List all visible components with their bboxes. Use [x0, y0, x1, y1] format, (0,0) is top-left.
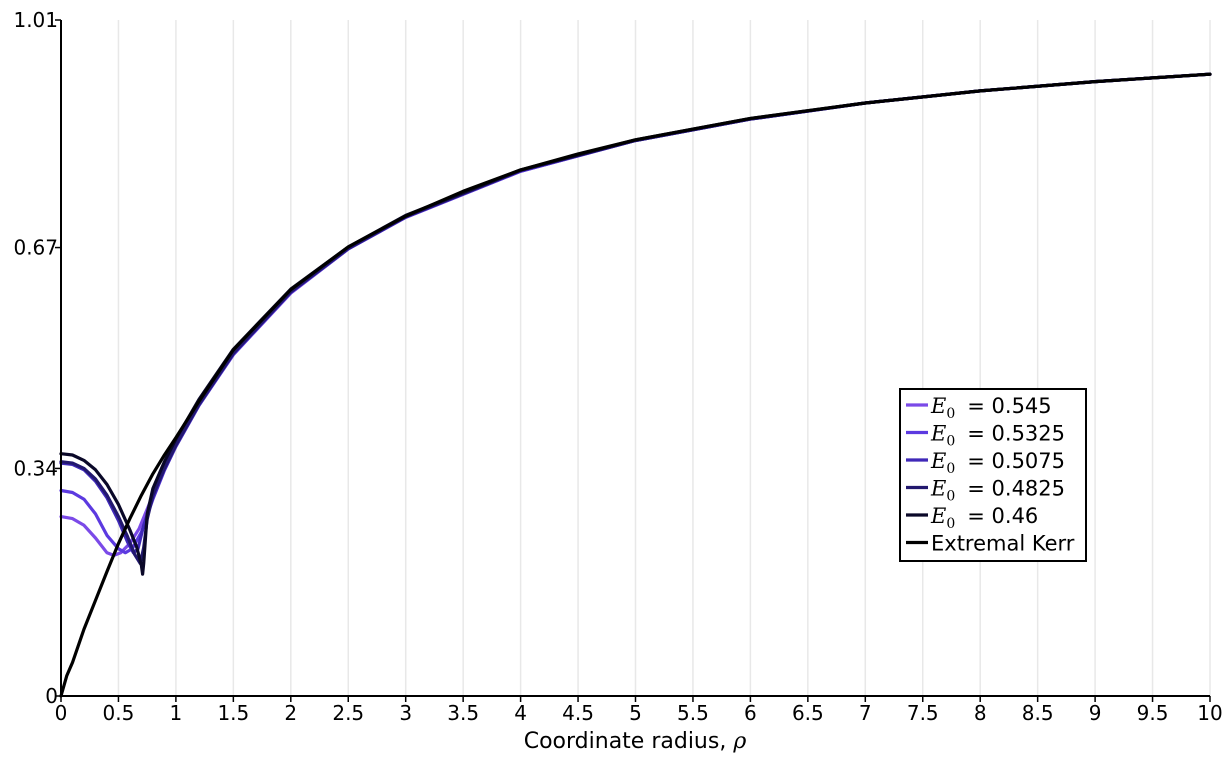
y-tick-label: 0.34 [13, 456, 58, 480]
x-tick-label: 0.5 [103, 701, 135, 725]
series-lines [59, 72, 1212, 698]
legend-entry: Extremal Kerr [931, 532, 1075, 556]
legend-value: = 0.5075 [967, 449, 1065, 473]
x-axis-title: Coordinate radius, ρ [524, 729, 747, 754]
x-tick-label: 8.5 [1022, 701, 1054, 725]
x-tick-label: 4 [514, 701, 527, 725]
legend-value: = 0.4825 [967, 477, 1065, 501]
x-tick-label: 4.5 [562, 701, 594, 725]
x-tick-label: 6 [744, 701, 757, 725]
x-tick-label: 7 [859, 701, 872, 725]
x-tick-label: 3.5 [447, 701, 479, 725]
legend-value: = 0.5325 [967, 422, 1065, 446]
legend-subscript: 0 [946, 489, 955, 505]
x-tick-label: 3 [399, 701, 412, 725]
x-tick-label: 6.5 [792, 701, 824, 725]
y-ticks: 0 0.34 0.67 1.01 [13, 8, 61, 708]
legend-subscript: 0 [946, 516, 955, 532]
y-tick-label: 0 [45, 684, 58, 708]
x-tick-label: 9 [1089, 701, 1102, 725]
y-tick-label: 1.01 [13, 8, 58, 32]
legend-symbol: E [930, 422, 946, 446]
series-line-5 [59, 72, 1212, 698]
x-tick-label: 1.5 [217, 701, 249, 725]
legend-entry: E0 = 0.545 [930, 394, 1052, 422]
x-tick-label: 5 [629, 701, 642, 725]
legend-symbol: E [930, 477, 946, 501]
legend-subscript: 0 [946, 406, 955, 422]
legend-symbol: E [930, 504, 946, 528]
legend-entry: E0 = 0.46 [930, 504, 1038, 532]
x-tick-label: 5.5 [677, 701, 709, 725]
x-tick-label: 7.5 [907, 701, 939, 725]
x-tick-label: 9.5 [1137, 701, 1169, 725]
x-ticks: 0 0.5 1 1.5 2 2.5 3 3.5 4 4.5 5 5.5 6 6.5 7 7.5 8 8.5 9 9.5… [55, 696, 1223, 725]
legend-subscript: 0 [946, 461, 955, 477]
x-tick-label: 8 [974, 701, 987, 725]
legend-symbol: E [930, 449, 946, 473]
x-tick-label: 1 [170, 701, 183, 725]
legend-symbol: E [930, 394, 946, 418]
legend-value: = 0.545 [967, 394, 1051, 418]
legend-entry: E0 = 0.4825 [930, 477, 1065, 505]
x-tick-label: 10 [1197, 701, 1222, 725]
legend-subscript: 0 [946, 434, 955, 450]
x-tick-label: 2 [284, 701, 297, 725]
vertical-gridlines [117, 20, 1211, 696]
x-tick-label: 2.5 [332, 701, 364, 725]
legend-entry: E0 = 0.5075 [930, 449, 1065, 477]
legend-entry: E0 = 0.5325 [930, 422, 1065, 450]
x-tick-label: 0 [55, 701, 68, 725]
x-axis-title-symbol: ρ [732, 729, 746, 754]
y-tick-label: 0.67 [13, 236, 58, 260]
legend-box [899, 388, 1087, 562]
legend-value: = 0.46 [967, 504, 1038, 528]
